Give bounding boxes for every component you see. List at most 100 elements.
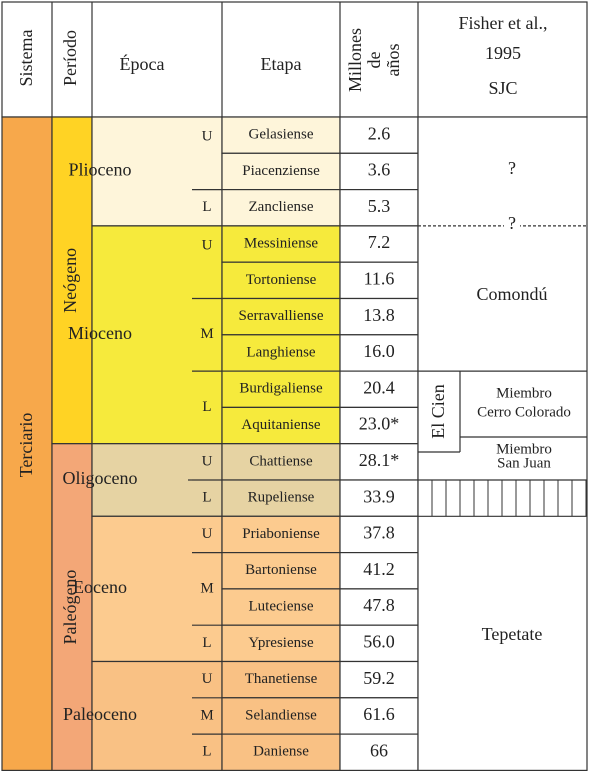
header-label: Etapa — [261, 54, 302, 74]
subdivision-label: L — [202, 635, 211, 651]
subdivision-label: L — [202, 490, 211, 506]
age-label: 66 — [370, 740, 388, 760]
etapa-label: Aquitaniense — [241, 417, 320, 433]
age-cell — [339, 261, 419, 300]
sistema-label: Terciario — [16, 413, 36, 478]
etapa-label: Bartoniense — [245, 562, 317, 578]
epoca-label: Mioceno — [68, 323, 132, 343]
age-cell — [339, 660, 419, 699]
age-cell — [339, 697, 419, 735]
subdivision-label: M — [200, 326, 213, 342]
fisher-label: San Juan — [497, 455, 551, 471]
age-label: 23.0* — [359, 414, 400, 434]
age-label: 20.4 — [363, 377, 395, 397]
age-cell — [339, 551, 419, 590]
header-label: años — [383, 44, 403, 77]
age-cell — [339, 297, 419, 336]
epoca-cell — [91, 660, 223, 772]
periodo-label: Paleógeno — [60, 570, 80, 645]
epoca-label: Eoceno — [73, 577, 127, 597]
age-label: 7.2 — [368, 232, 391, 252]
etapa-label: Burdigaliense — [239, 381, 323, 397]
fisher-label: Comondú — [476, 284, 547, 304]
etapa-label: Langhiense — [246, 344, 315, 360]
age-label: 3.6 — [368, 160, 391, 180]
age-cell — [339, 588, 419, 626]
etapa-label: Gelasiense — [249, 127, 314, 143]
etapa-cell — [221, 551, 341, 590]
etapa-label: Messiniense — [244, 235, 319, 251]
sistema-cell — [1, 116, 53, 772]
etapa-label: Priaboniense — [242, 526, 320, 542]
periodo-label: Neógeno — [60, 248, 80, 313]
age-label: 59.2 — [363, 668, 395, 688]
etapa-cell — [221, 189, 341, 227]
etapa-cell — [221, 660, 341, 699]
etapa-label: Luteciense — [249, 598, 314, 614]
etapa-label: Chattiense — [249, 453, 313, 469]
age-cell — [339, 116, 419, 154]
etapa-label: Daniense — [253, 744, 309, 760]
etapa-cell — [221, 406, 341, 445]
fisher-label: El Cien — [428, 384, 448, 439]
age-cell — [339, 225, 419, 263]
epoca-label: Paleoceno — [63, 704, 137, 724]
header-label: Período — [60, 30, 80, 86]
age-label: 5.3 — [368, 196, 391, 216]
age-label: 28.1* — [359, 450, 400, 470]
subdivision-label: L — [202, 399, 211, 415]
etapa-label: Selandiense — [245, 707, 317, 723]
subdivision-label: U — [202, 237, 213, 253]
header-label: Sistema — [16, 29, 36, 86]
age-label: 16.0 — [363, 341, 395, 361]
age-label: 37.8 — [363, 523, 395, 543]
header — [1, 1, 588, 118]
subdivision-label: U — [202, 526, 213, 542]
epoca-cell — [91, 116, 223, 227]
age-label: 47.8 — [363, 595, 395, 615]
subdivision-label: U — [202, 453, 213, 469]
epoca-label: Oligoceno — [63, 468, 138, 488]
age-label: 2.6 — [368, 123, 391, 143]
etapa-label: Serravalliense — [239, 308, 324, 324]
etapa-label: Ypresiense — [248, 635, 314, 651]
fisher-label: ? — [508, 213, 516, 233]
age-label: 11.6 — [364, 268, 395, 288]
subdivision-label: M — [200, 580, 213, 596]
subdivision-label: M — [200, 707, 213, 723]
epoca-cell — [91, 225, 223, 445]
age-label: 56.0 — [363, 631, 395, 651]
epoca-cell — [91, 515, 223, 663]
subdivision-label: L — [202, 744, 211, 760]
header-label: Millones — [345, 28, 365, 92]
age-label: 41.2 — [363, 559, 395, 579]
age-label: 33.9 — [363, 486, 395, 506]
fisher-label: Tepetate — [482, 624, 543, 644]
subdivision-label: U — [202, 128, 213, 144]
subdivision-label: U — [202, 671, 213, 687]
age-label: 61.6 — [363, 704, 395, 724]
header-label: de — [364, 52, 384, 69]
age-cell — [339, 733, 419, 771]
header-label: 1995 — [485, 43, 521, 63]
age-label: 13.8 — [363, 305, 395, 325]
etapa-label: Zancliense — [249, 199, 314, 215]
subdivision-label: L — [202, 199, 211, 215]
header-label: SJC — [488, 78, 517, 98]
fisher-label: Miembro — [496, 441, 552, 457]
fisher-label: ? — [508, 158, 516, 178]
header-label: Fisher et al., — [459, 13, 548, 33]
age-cell — [339, 479, 419, 517]
header-label: Época — [120, 53, 165, 74]
age-cell — [339, 189, 419, 227]
etapa-label: Thanetiense — [245, 671, 318, 687]
label-bg — [504, 216, 520, 233]
etapa-label: Piacenziense — [242, 163, 320, 179]
fisher-label: Miembro — [496, 385, 552, 401]
etapa-label: Rupeliense — [248, 490, 315, 506]
periodo-cell — [51, 116, 93, 445]
fisher-label: Cerro Colorado — [477, 404, 571, 420]
etapa-cell — [221, 152, 341, 191]
etapa-cell — [221, 515, 341, 554]
